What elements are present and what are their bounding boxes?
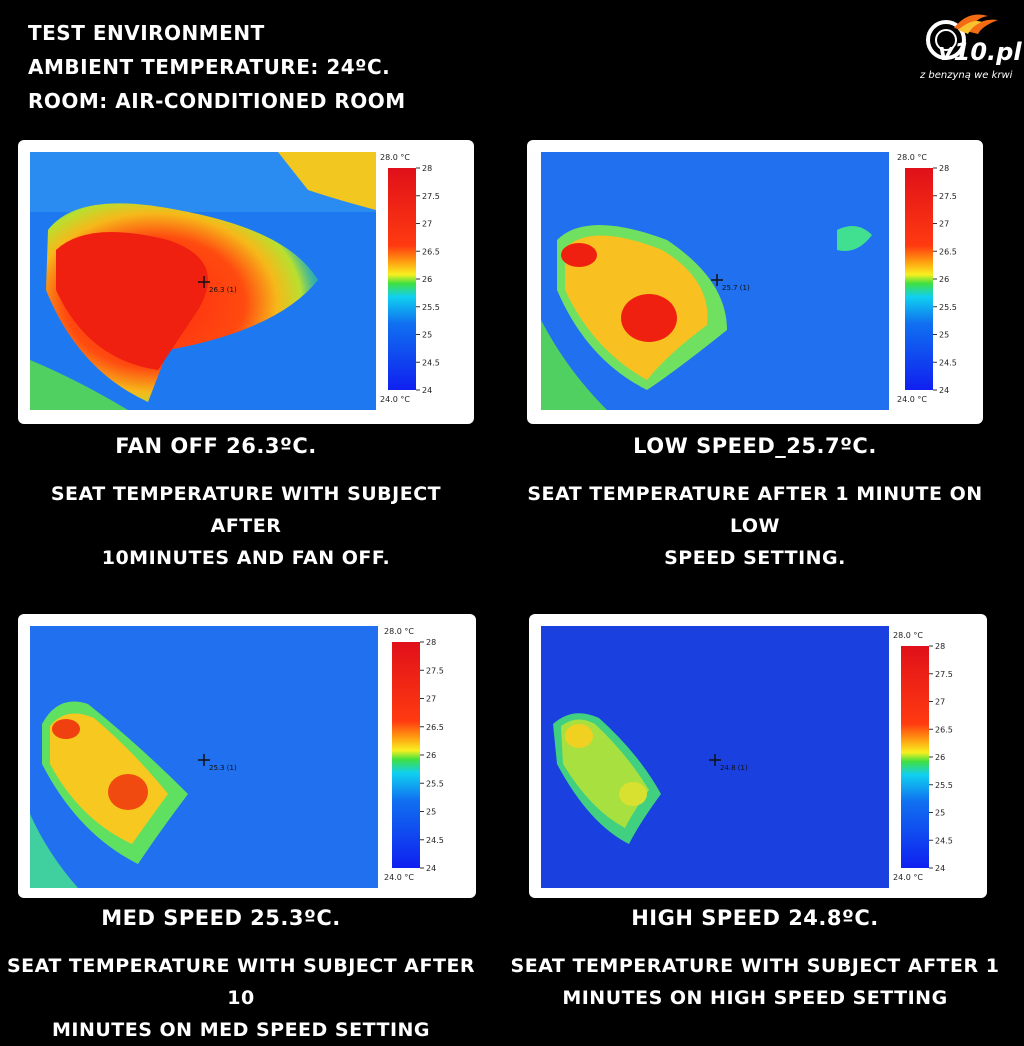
scale-tick-label: 26 [426,751,436,760]
logo-brand: v10.pl [938,38,1022,66]
thermal-panel-med-speed: 28.0 °C 24.0 °C 28 27.5 27 26.5 26 25.5 25 24.5 24… [18,614,476,898]
scale-max-label: 28.0 °C [380,153,410,162]
scale-max-label: 28.0 °C [897,153,927,162]
scale-tick-label: 25 [422,331,432,340]
scale-tick-label: 25.5 [935,781,953,790]
scale-max-label: 28.0 °C [893,631,923,640]
header-line-1: TEST ENVIRONMENT [28,21,265,45]
scale-tick-label: 27.5 [422,192,440,201]
caption-low-speed: LOW SPEED_25.7ºC. SEAT TEMPERATURE AFTER… [510,434,1000,574]
scale-tick-label: 27 [939,220,949,229]
scale-tick-label: 24 [935,864,945,873]
scale-min-label: 24.0 °C [384,873,414,882]
scale-tick-label: 28 [935,642,945,651]
scale-tick-label: 24.5 [426,836,444,845]
scale-tick-label: 24 [426,864,436,873]
scale-tick-label: 26.5 [939,247,957,256]
thermal-panel-low-speed: 28.0 °C 24.0 °C 28 27.5 27 26.5 26 25.5 25 24.5 24… [527,140,983,424]
header-line-2: AMBIENT TEMPERATURE: 24ºC. [28,55,391,79]
scale-tick-label: 24.5 [422,358,440,367]
scale-tick-label: 25.5 [422,303,440,312]
scale-tick-label: 27 [422,220,432,229]
scale-tick-label: 27.5 [939,192,957,201]
marker-label: 24.8 (1) [720,764,748,772]
scale-tick-label: 25 [426,808,436,817]
crosshair-icon [711,274,723,286]
scale-tick-label: 25.5 [939,303,957,312]
scale-tick-label: 28 [426,638,436,647]
tire-flame-icon [926,14,998,60]
scale-tick-label: 24 [939,386,949,395]
thermal-image: 28.0 °C 24.0 °C 28 27.5 27 26.5 26 25.5 25 24.5 24… [30,152,440,410]
panel-description: SEAT TEMPERATURE WITH SUBJECT AFTER 10MI… [50,483,442,569]
marker-label: 25.3 (1) [209,764,237,772]
scale-tick-label: 26 [422,275,432,284]
scale-min-label: 24.0 °C [893,873,923,882]
scale-tick-label: 26 [935,753,945,762]
scale-tick-label: 27 [426,695,436,704]
scale-tick-label: 27.5 [935,670,953,679]
test-environment-header: TEST ENVIRONMENT AMBIENT TEMPERATURE: 24… [28,16,406,118]
scale-tick-label: 24 [422,386,432,395]
scale-tick-label: 24.5 [935,836,953,845]
scale-tick-label: 24.5 [939,358,957,367]
thermal-image: 28.0 °C 24.0 °C 28 27.5 27 26.5 26 25.5 25 24.5 24… [541,626,953,888]
crosshair-icon [198,754,210,766]
scale-min-label: 24.0 °C [897,395,927,404]
caption-high-speed: HIGH SPEED 24.8ºC. SEAT TEMPERATURE WITH… [510,906,1000,1014]
scale-tick-label: 25 [939,331,949,340]
thermal-image: 28.0 °C 24.0 °C 28 27.5 27 26.5 26 25.5 25 24.5 24… [541,152,957,410]
scale-tick-label: 25.5 [426,779,444,788]
panel-title: FAN OFF 26.3ºC. [115,434,317,458]
scale-tick-label: 25 [935,809,945,818]
scale-tick-label: 26.5 [426,723,444,732]
scale-tick-label: 28 [939,164,949,173]
scale-tick-label: 28 [422,164,432,173]
scale-tick-label: 27.5 [426,666,444,675]
header-line-3: ROOM: AIR-CONDITIONED ROOM [28,89,406,113]
scale-tick-label: 26 [939,275,949,284]
caption-med-speed: MED SPEED 25.3ºC. SEAT TEMPERATURE WITH … [0,906,482,1046]
marker-label: 26.3 (1) [209,286,237,294]
v10-logo: v10.pl z benzyną we krwi [918,8,1022,90]
panel-description: SEAT TEMPERATURE AFTER 1 MINUTE ON LOW S… [527,483,983,569]
panel-title: HIGH SPEED 24.8ºC. [631,906,879,930]
panel-title: MED SPEED 25.3ºC. [101,906,341,930]
scale-min-label: 24.0 °C [380,395,410,404]
thermal-panel-high-speed: 28.0 °C 24.0 °C 28 27.5 27 26.5 26 25.5 25 24.5 24… [529,614,987,898]
scale-tick-label: 27 [935,698,945,707]
crosshair-icon [198,276,210,288]
thermal-image: 28.0 °C 24.0 °C 28 27.5 27 26.5 26 25.5 25 24.5 24… [30,626,444,888]
marker-label: 25.7 (1) [722,284,750,292]
thermal-panel-fan-off: 28.0 °C 24.0 °C 28 27.5 27 26.5 26 25.5 25 24.5 24… [18,140,474,424]
panel-title: LOW SPEED_25.7ºC. [633,434,877,458]
scale-max-label: 28.0 °C [384,627,414,636]
caption-fan-off: FAN OFF 26.3ºC. SEAT TEMPERATURE WITH SU… [18,434,474,574]
crosshair-icon [709,754,721,766]
scale-tick-label: 26.5 [935,725,953,734]
panel-description: SEAT TEMPERATURE WITH SUBJECT AFTER 1 MI… [510,955,1000,1009]
panel-description: SEAT TEMPERATURE WITH SUBJECT AFTER 10 M… [6,955,476,1041]
scale-tick-label: 26.5 [422,247,440,256]
logo-tagline: z benzyną we krwi [920,70,1013,81]
